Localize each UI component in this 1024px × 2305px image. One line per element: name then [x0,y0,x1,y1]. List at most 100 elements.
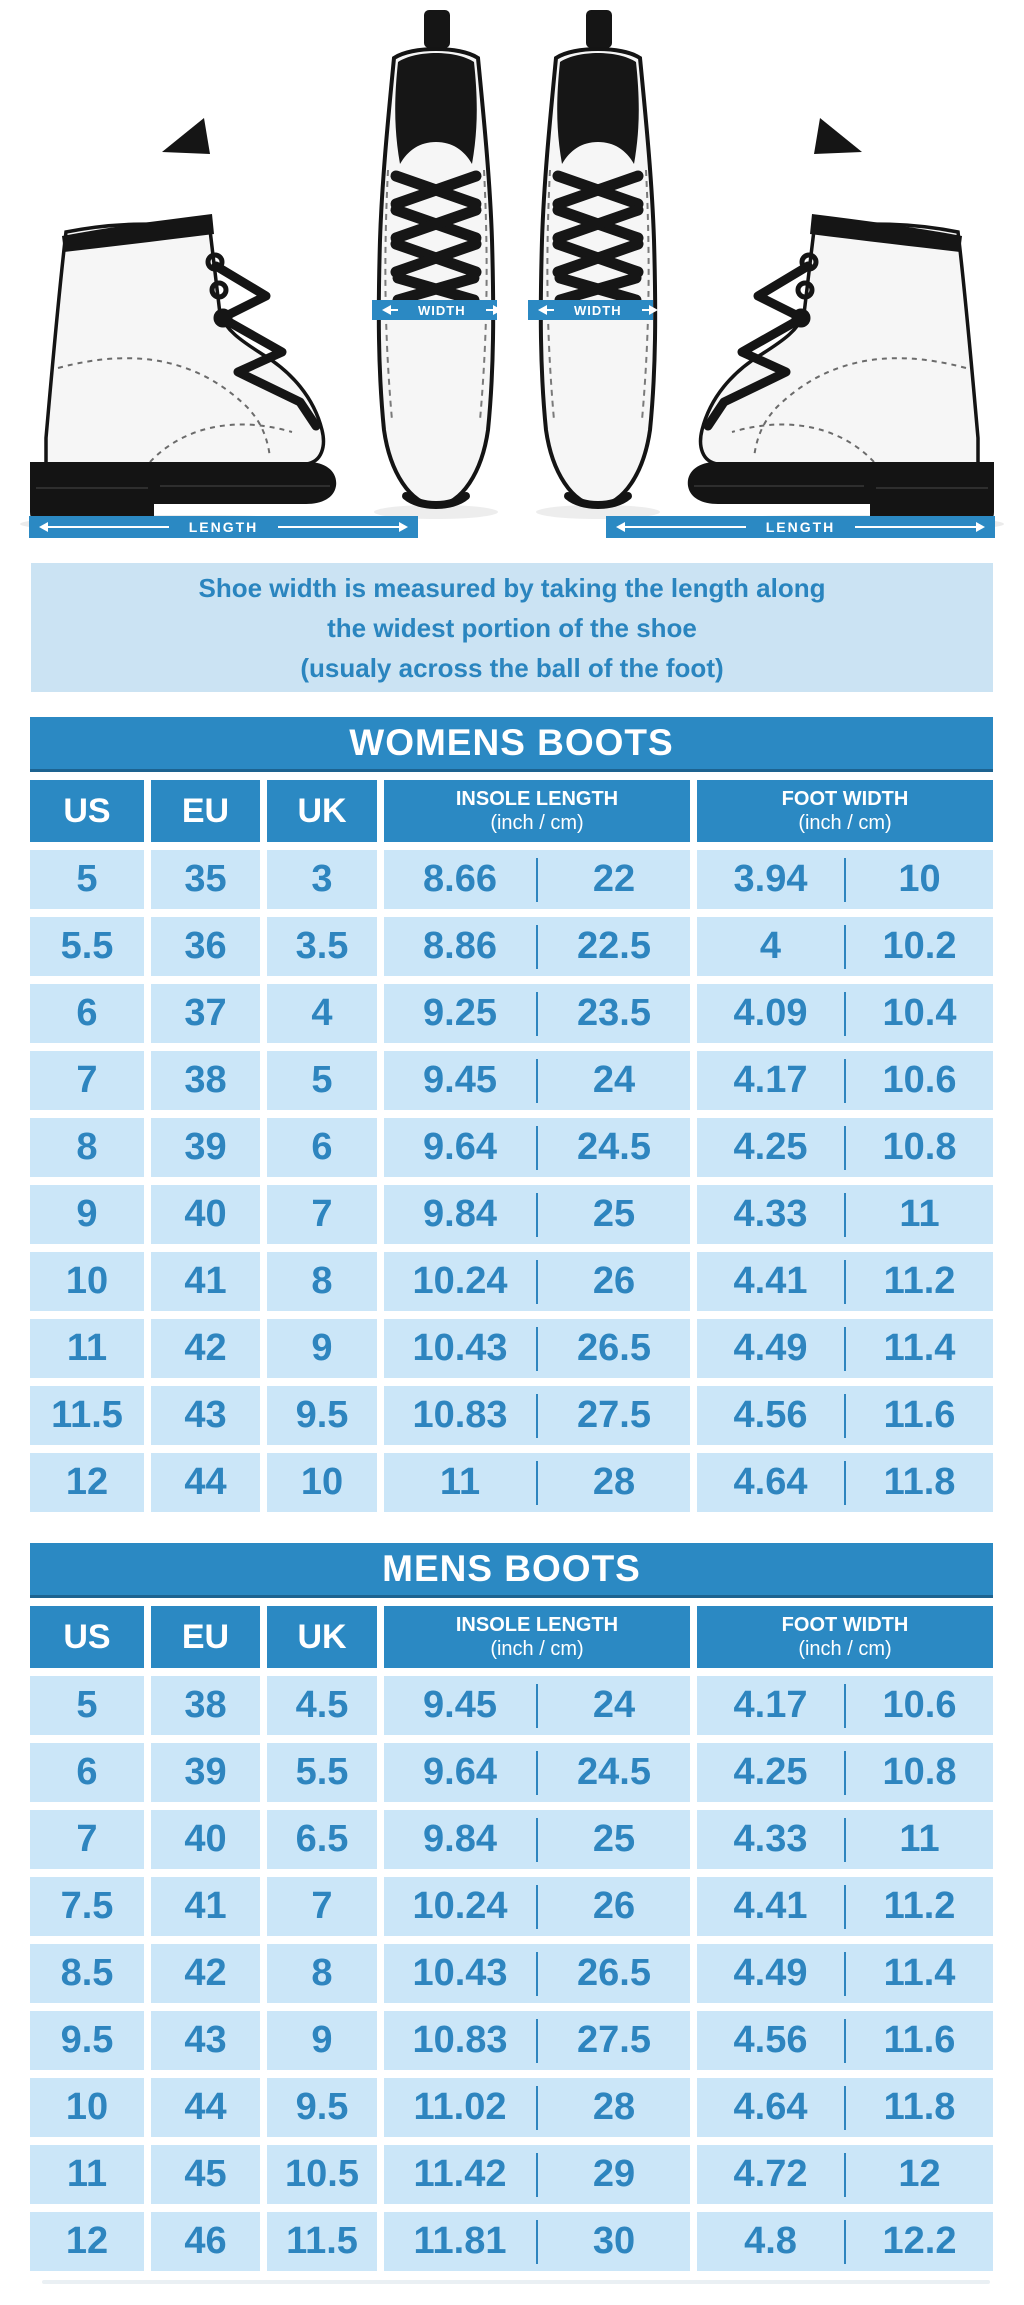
top-view-boots [376,10,655,506]
note-line: the widest portion of the shoe [327,612,697,643]
table-row: 5 38 4.5 9.45 24 4.17 10.6 [30,1676,993,1735]
insole-cell: 11.81 30 [384,2212,690,2271]
table-row: 6 37 4 9.25 23.5 4.09 10.4 [30,984,993,1043]
footwidth-cm-value: 10 [898,858,941,900]
arrow-right-icon [855,522,985,532]
uk-cell: 9.5 [267,2078,377,2137]
eu-cell: 40 [151,1810,260,1869]
uk-cell: 3 [267,850,377,909]
cell-divider [844,1326,846,1371]
cell-divider [844,1058,846,1103]
insole-cell: 11.42 29 [384,2145,690,2204]
table-row: 9 40 7 9.84 25 4.33 11 [30,1185,993,1244]
cell-divider [536,1326,538,1371]
footwidth-cm-value: 11.6 [883,1394,956,1436]
uk-cell: 8 [267,1252,377,1311]
length-banner-right: LENGTH [606,516,995,538]
cell-divider [844,2085,846,2130]
uk-column-header: UK [267,1606,377,1668]
cell-divider [844,924,846,969]
cell-divider [844,1192,846,1237]
insole-cm-value: 25 [592,1193,636,1235]
insole-inch-value: 9.45 [423,1059,497,1101]
us-cell: 10 [30,1252,144,1311]
insole-cell: 9.84 25 [384,1810,690,1869]
cell-divider [536,2085,538,2130]
insole-cell: 8.66 22 [384,850,690,909]
insole-cell: 10.24 26 [384,1252,690,1311]
insole-inch-value: 11 [439,1461,481,1503]
insole-inch-value: 9.25 [423,992,497,1034]
eu-cell: 38 [151,1676,260,1735]
insole-inch-value: 10.24 [412,1885,508,1927]
insole-cm-value: 22.5 [577,925,651,967]
footwidth-inch-value: 3.94 [733,858,808,900]
insole-cell: 10.43 26.5 [384,1319,690,1378]
cell-divider [536,1750,538,1795]
side-boot-right [688,118,994,522]
footwidth-cm-value: 11.6 [883,2019,956,2061]
cell-divider [536,857,538,902]
length-label: LENGTH [765,519,836,535]
insole-cm-value: 26.5 [577,1952,651,1994]
footwidth-cm-value: 10.8 [882,1751,957,1793]
cell-divider [536,1683,538,1728]
footwidth-inch-value: 4.64 [733,2086,808,2128]
insole-cm-value: 24.5 [577,1126,651,1168]
column-subtitle: (inch / cm) [490,1638,584,1660]
insole-cm-value: 23.5 [577,992,651,1034]
eu-cell: 40 [151,1185,260,1244]
footwidth-cell: 4.25 10.8 [697,1743,993,1802]
uk-cell: 7 [267,1877,377,1936]
footwidth-cell: 4.72 12 [697,2145,993,2204]
footwidth-cell: 3.94 10 [697,850,993,909]
table-row: 12 44 10 11 28 4.64 11.8 [30,1453,993,1512]
us-cell: 10 [30,2078,144,2137]
eu-cell: 35 [151,850,260,909]
footwidth-inch-value: 4.64 [733,1461,808,1503]
insole-inch-value: 8.66 [423,858,497,900]
insole-cm-value: 26 [592,1260,636,1302]
insole-cm-value: 26.5 [577,1327,651,1369]
note-line: (usualy across the ball of the foot) [300,652,724,683]
width-label: WIDTH [418,302,466,318]
footwidth-cm-value: 10.4 [882,992,957,1034]
footwidth-inch-value: 4.33 [733,1193,808,1235]
cell-divider [536,1125,538,1170]
uk-cell: 9 [267,1319,377,1378]
insole-cell: 10.83 27.5 [384,2011,690,2070]
insole-cell: 9.25 23.5 [384,984,690,1043]
table-row: 7 40 6.5 9.84 25 4.33 11 [30,1810,993,1869]
eu-cell: 37 [151,984,260,1043]
arrow-left-icon [616,522,746,532]
foot-width-column-header: FOOT WIDTH (inch / cm) [697,1606,993,1668]
insole-length-column-header: INSOLE LENGTH (inch / cm) [384,1606,690,1668]
column-title: FOOT WIDTH [781,1614,909,1636]
table-body: 5 38 4.5 9.45 24 4.17 10.6 6 39 5.5 9.64 24.5 4.25 10… [30,1676,993,2271]
column-title: INSOLE LENGTH [455,788,619,810]
table-row: 7 38 5 9.45 24 4.17 10.6 [30,1051,993,1110]
insole-inch-value: 11.02 [413,2086,507,2128]
uk-cell: 9 [267,2011,377,2070]
footwidth-inch-value: 4.41 [733,1260,808,1302]
footwidth-cm-value: 11.4 [883,1327,956,1369]
uk-cell: 8 [267,1944,377,2003]
table-row: 11 45 10.5 11.42 29 4.72 12 [30,2145,993,2204]
table-row: 11 42 9 10.43 26.5 4.49 11.4 [30,1319,993,1378]
footwidth-inch-value: 4.09 [733,992,808,1034]
arrow-left-icon [382,305,398,315]
cell-divider [536,1259,538,1304]
insole-inch-value: 10.83 [412,1394,508,1436]
uk-cell: 10 [267,1453,377,1512]
footwidth-cell: 4.41 11.2 [697,1252,993,1311]
eu-cell: 36 [151,917,260,976]
us-cell: 11.5 [30,1386,144,1445]
footwidth-cm-value: 11 [899,1818,940,1860]
eu-column-header: EU [151,1606,260,1668]
table-row: 6 39 5.5 9.64 24.5 4.25 10.8 [30,1743,993,1802]
footwidth-inch-value: 4.17 [733,1684,808,1726]
footwidth-inch-value: 4.49 [733,1327,808,1369]
column-title: INSOLE LENGTH [455,1614,619,1636]
us-cell: 5.5 [30,917,144,976]
cell-divider [536,924,538,969]
